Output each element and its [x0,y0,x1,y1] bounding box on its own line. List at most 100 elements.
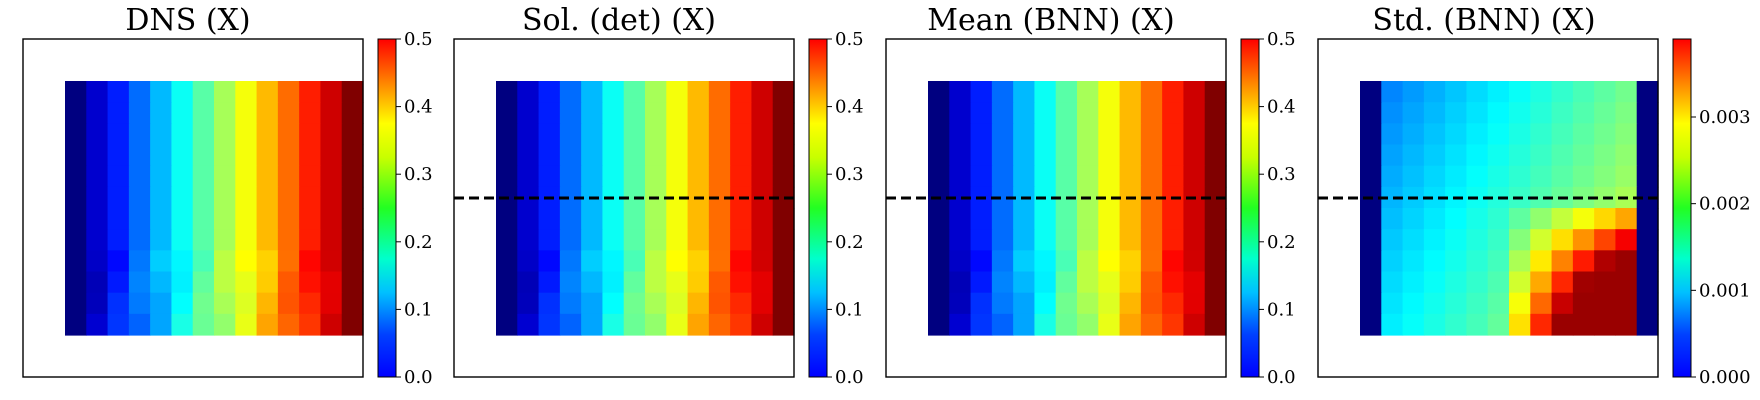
heatmap-cell [1183,208,1206,230]
heatmap-cell [235,271,258,294]
heatmap-cell [538,81,561,103]
heatmap-cell [496,292,518,315]
heatmap-cell [1204,81,1227,103]
heatmap-cell [107,250,130,273]
colorbar-gradient [377,38,397,378]
heatmap-cell [1466,271,1489,294]
heatmap-cell [1162,81,1185,103]
heatmap-cell [214,292,236,315]
heatmap-cell [65,186,87,209]
heatmap-cell [1594,292,1617,315]
heatmap-cell [341,292,364,315]
colorbar-tick-label: 0.3 [835,164,864,185]
heatmap-cell [1381,313,1404,336]
heatmap-cell [1183,292,1206,315]
heatmap-cell [1572,229,1595,251]
heatmap-cell [1140,123,1163,146]
heatmap-cell [1487,165,1510,188]
heatmap-cell [970,250,993,273]
heatmap-cell [107,229,130,251]
heatmap-cell [320,250,343,273]
heatmap-cell [235,144,258,167]
heatmap-cell [1445,292,1468,315]
heatmap-cell [708,208,731,230]
heatmap-cell [1551,208,1574,230]
heatmap-cell [192,186,215,209]
heatmap-cell [772,271,795,294]
heatmap-cell [1551,81,1574,103]
heatmap-cell [751,123,774,146]
heatmap-cell [581,165,604,188]
heatmap-cell [171,250,194,273]
heatmap-cell [708,186,731,209]
heatmap-cell [1140,102,1163,124]
heatmap-cell [1381,81,1404,103]
heatmap-cell [1034,292,1057,315]
heatmap-cell [581,123,604,146]
heatmap-cell [538,165,561,188]
heatmap-cell [1204,229,1227,251]
heatmap-cell [1077,208,1099,230]
heatmap-cell [1487,229,1510,251]
heatmap-cell [1572,186,1595,209]
heatmap-cell [1423,81,1446,103]
heatmap-cell [1572,250,1595,273]
heatmap-cell [1140,81,1163,103]
heatmap-cell [581,102,604,124]
heatmap-cell [730,123,753,146]
heatmap-cell [1098,165,1121,188]
heatmap-cell [1077,292,1099,315]
heatmap-cell [772,208,795,230]
heatmap-cell [277,208,300,230]
heatmap-cell [65,144,87,167]
heatmap-cell [1098,186,1121,209]
heatmap-cell [150,313,173,336]
heatmap-cell [86,144,109,167]
heatmap-cell [1636,186,1659,209]
heatmap-cell [517,102,540,124]
colorbar-tick-label: 0.2 [1267,232,1296,253]
heatmap-cell [86,81,109,103]
heatmap-cell [1423,313,1446,336]
heatmap-cell [708,229,731,251]
heatmap-cell [1098,81,1121,103]
heatmap-cell [1509,144,1531,167]
heatmap-cell [1551,250,1574,273]
heatmap-cell [1445,271,1468,294]
colorbar: 0.0 0.1 0.2 0.3 0.4 0.5 [377,29,433,388]
colorbar-tick-label: 0.2 [835,232,864,253]
heatmap-cell [991,81,1014,103]
heatmap-cell [150,123,173,146]
heatmap-cell [581,292,604,315]
heatmap-cell [1530,250,1553,273]
heatmap-cell [277,250,300,273]
heatmap-cell [1162,292,1185,315]
heatmap-cell [299,186,322,209]
heatmap-cell [1636,102,1659,124]
heatmap-cell [1034,313,1057,336]
heatmap-cell [602,165,625,188]
heatmap-cell [128,208,151,230]
heatmap-cell [623,81,646,103]
heatmap-cell [928,313,950,336]
heatmap-cell [928,271,950,294]
heatmap-cell [1487,292,1510,315]
heatmap-cell [256,229,279,251]
heatmap-cell [1140,229,1163,251]
heatmap-cell [1487,102,1510,124]
heatmap-cell [772,186,795,209]
heatmap-cell [214,144,236,167]
heatmap-cell [320,165,343,188]
heatmap-cell [1381,271,1404,294]
heatmap-cell [299,292,322,315]
heatmap-cell [623,313,646,336]
heatmap-cell [1034,102,1057,124]
colorbar-tick-label: 0.002 [1699,194,1751,215]
colorbar-tick-label: 0.000 [1699,367,1751,388]
heatmap-cell [687,208,710,230]
heatmap-cell [235,313,258,336]
heatmap-cell [1530,292,1553,315]
heatmap-cell [86,271,109,294]
heatmap-cell [1615,102,1638,124]
heatmap-cell [623,292,646,315]
